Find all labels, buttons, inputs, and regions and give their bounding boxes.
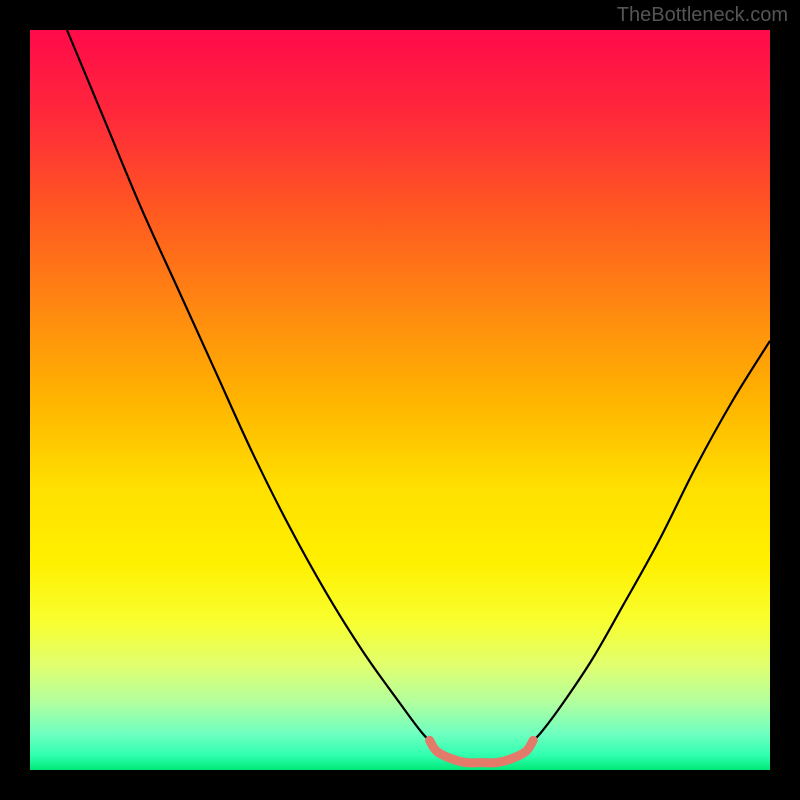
curve-left-branch (67, 30, 437, 748)
curve-right-branch (526, 341, 770, 748)
optimal-range-band (430, 740, 534, 762)
bottleneck-curve (30, 30, 770, 770)
watermark-text: TheBottleneck.com (617, 4, 788, 27)
plot-area (30, 30, 770, 770)
